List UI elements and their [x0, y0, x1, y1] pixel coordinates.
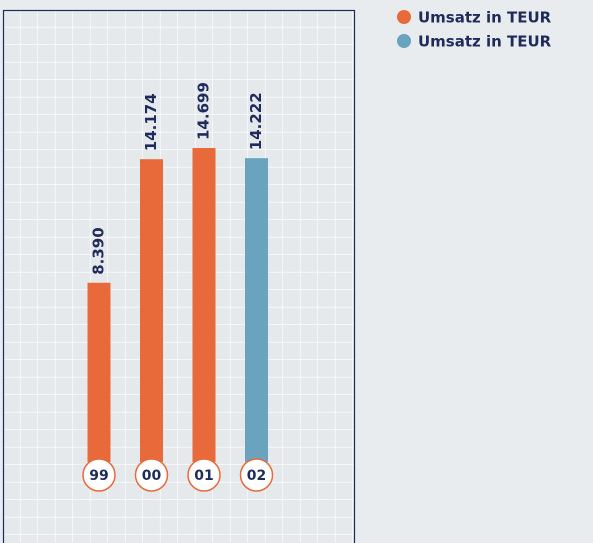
x-tick-label: 01	[194, 468, 213, 484]
category-badge	[134, 458, 169, 492]
x-tick-label: 00	[142, 468, 162, 484]
bar	[245, 158, 268, 462]
bar	[140, 159, 163, 463]
legend-swatch	[397, 10, 411, 24]
value-label: 14.699	[195, 82, 213, 140]
legend-label: Umsatz in TEUR	[418, 9, 552, 27]
legend-swatch	[397, 34, 411, 48]
category-badge	[239, 458, 274, 492]
category-badge	[82, 458, 116, 492]
bar	[192, 148, 216, 462]
category-badge	[187, 458, 221, 492]
x-tick-label: 02	[247, 468, 266, 484]
legend-label: Umsatz in TEUR	[418, 33, 552, 51]
x-tick-label: 99	[89, 468, 108, 484]
value-label: 8.390	[90, 227, 108, 274]
value-label: 14.222	[247, 92, 265, 150]
value-label: 14.174	[142, 93, 160, 151]
bar	[87, 282, 111, 462]
plot-frame	[2, 9, 356, 543]
